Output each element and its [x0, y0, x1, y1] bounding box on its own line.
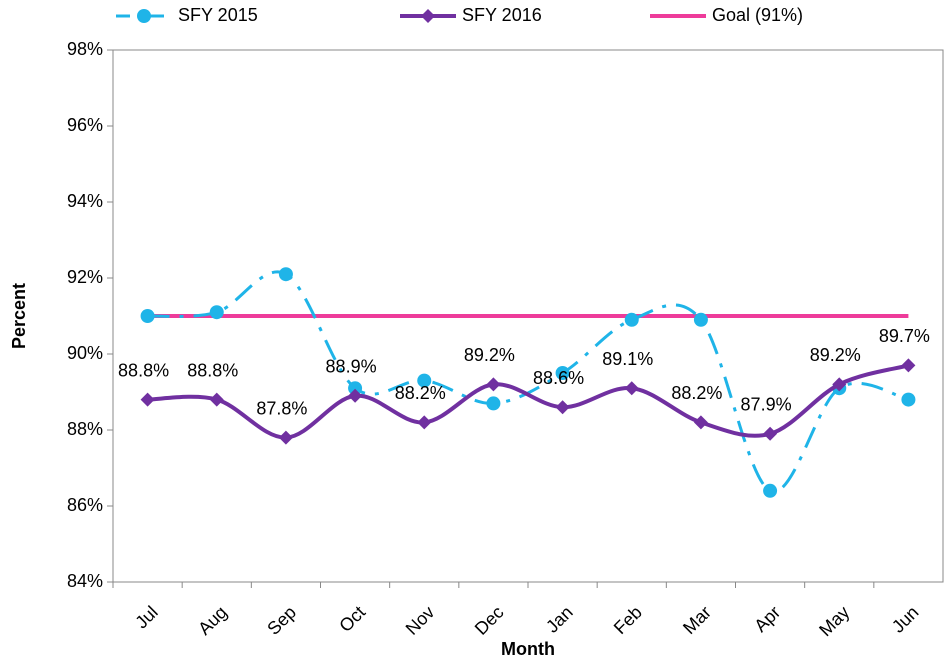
marker — [348, 381, 363, 396]
data-label: 88.2% — [395, 383, 446, 403]
y-axis-title: Percent — [9, 283, 29, 349]
y-tick-label: 98% — [67, 39, 103, 59]
series-line — [147, 363, 909, 440]
data-label: 87.8% — [256, 398, 307, 418]
marker — [209, 305, 224, 320]
legend-label: Goal (91%) — [712, 5, 803, 25]
data-label: 88.8% — [187, 360, 238, 380]
x-tick-label: May — [815, 602, 853, 640]
marker — [140, 309, 155, 323]
marker — [763, 483, 778, 498]
x-tick-label: Feb — [610, 602, 646, 638]
y-tick-label: 96% — [67, 115, 103, 135]
y-tick-label: 86% — [67, 495, 103, 515]
marker — [555, 400, 570, 415]
data-label: 89.1% — [602, 349, 653, 369]
y-tick-label: 88% — [67, 419, 103, 439]
marker — [209, 392, 224, 407]
marker — [832, 377, 847, 392]
marker — [348, 388, 363, 403]
marker — [763, 426, 778, 441]
data-label: 88.6% — [533, 368, 584, 388]
marker — [693, 312, 708, 327]
marker — [417, 415, 432, 430]
marker — [624, 381, 639, 396]
x-tick-label: Oct — [335, 602, 369, 636]
legend-label: SFY 2015 — [178, 5, 258, 25]
x-tick-label: Sep — [263, 602, 300, 639]
x-tick-label: Jul — [131, 602, 161, 632]
data-label: 88.9% — [326, 357, 377, 377]
legend-label: SFY 2016 — [462, 5, 542, 25]
x-tick-label: Nov — [402, 602, 439, 639]
x-tick-label: Dec — [471, 602, 508, 639]
marker — [901, 358, 916, 373]
y-tick-label: 90% — [67, 343, 103, 363]
data-label: 88.2% — [671, 383, 722, 403]
marker — [901, 392, 916, 407]
x-tick-label: Jan — [542, 602, 577, 637]
y-tick-label: 84% — [67, 571, 103, 591]
legend-marker — [421, 9, 435, 23]
marker — [278, 430, 293, 445]
marker — [278, 267, 293, 282]
data-label: 89.7% — [879, 326, 930, 346]
x-tick-label: Apr — [750, 602, 784, 636]
x-tick-label: Mar — [679, 602, 715, 638]
data-label: 87.9% — [741, 395, 792, 415]
series-line — [147, 270, 909, 494]
marker — [417, 373, 432, 388]
legend-marker — [137, 9, 151, 23]
data-label: 89.2% — [464, 345, 515, 365]
x-tick-label: Jun — [888, 602, 923, 637]
marker — [486, 396, 501, 411]
y-tick-label: 94% — [67, 191, 103, 211]
data-label: 89.2% — [810, 345, 861, 365]
x-axis-title: Month — [501, 639, 555, 659]
x-tick-label: Aug — [194, 602, 231, 639]
marker — [140, 392, 155, 407]
y-tick-label: 92% — [67, 267, 103, 287]
marker — [624, 312, 639, 327]
data-label: 88.8% — [118, 360, 169, 380]
marker — [555, 366, 570, 380]
marker — [486, 377, 501, 392]
marker — [693, 415, 708, 430]
